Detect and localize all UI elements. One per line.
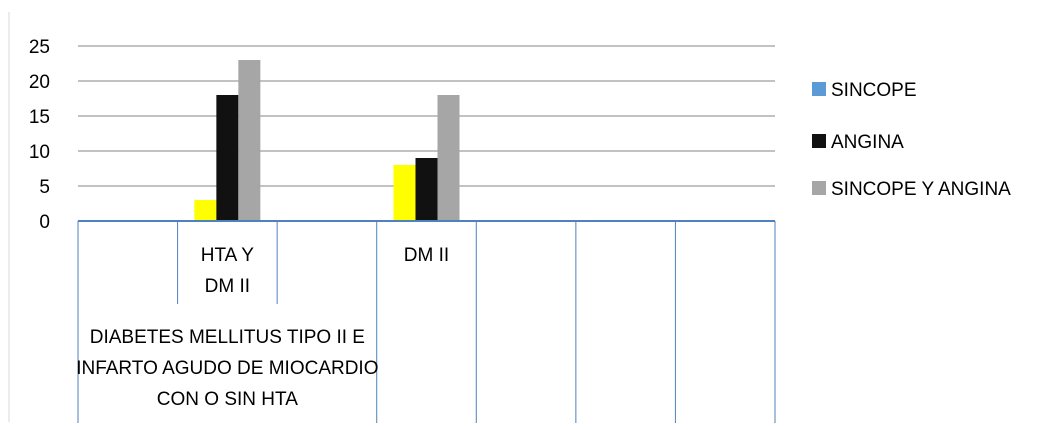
bar-series-1 — [415, 158, 438, 221]
bar-series-2 — [437, 95, 460, 221]
y-tick-label: 0 — [39, 212, 50, 233]
legend-swatch — [812, 82, 826, 96]
x-category-label: DM II — [404, 245, 449, 266]
axes: 0 5 10 15 20 25 HTA Y DM II DM II DIABETES MELLIT… — [29, 37, 776, 423]
legend-swatch — [812, 181, 826, 195]
legend-swatch — [812, 134, 826, 148]
bar-extra — [393, 165, 416, 221]
bars — [194, 60, 460, 221]
y-tick-label: 25 — [29, 37, 50, 58]
y-tick-label: 5 — [39, 177, 50, 198]
legend-label: SINCOPE Y ANGINA — [831, 179, 1011, 200]
y-tick-label: 15 — [29, 107, 50, 128]
gridlines — [78, 45, 775, 187]
x-category-label: HTA Y DM II — [201, 245, 254, 297]
bar-extra — [194, 200, 217, 221]
y-tick-label: 20 — [29, 72, 50, 93]
bar-series-2 — [238, 60, 261, 221]
legend-label: SINCOPE — [831, 80, 917, 101]
y-tick-label: 10 — [29, 142, 50, 163]
bar-series-1 — [216, 95, 239, 221]
legend-label: ANGINA — [831, 132, 904, 153]
legend: SINCOPE ANGINA SINCOPE Y ANGINA — [812, 80, 1011, 200]
x-group-label: DIABETES MELLITUS TIPO II E INFARTO AGUDO… — [76, 327, 378, 410]
